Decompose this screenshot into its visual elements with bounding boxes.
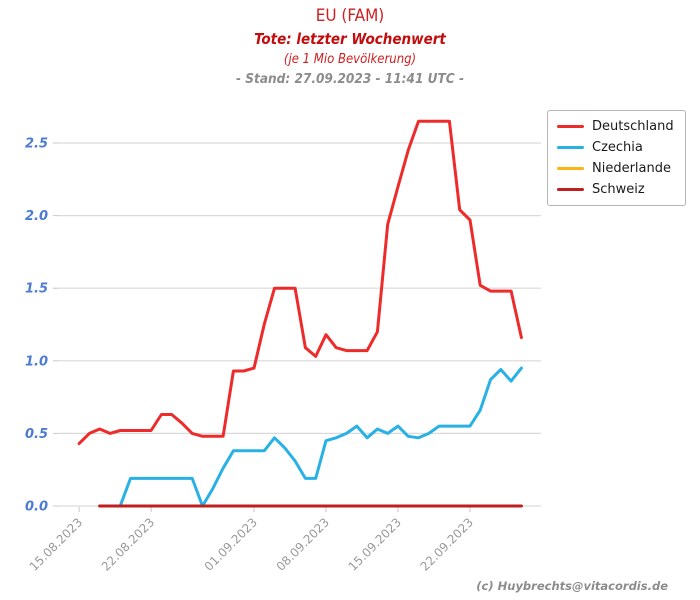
legend-label: Czechia xyxy=(592,140,643,155)
y-tick-label: 0.5 xyxy=(25,427,48,442)
chart-stand-timestamp: - Stand: 27.09.2023 - 11:41 UTC - xyxy=(236,71,464,87)
legend-item-deutschland: Deutschland xyxy=(557,119,674,134)
credit-watermark: (c) Huybrechts@vitacordis.de xyxy=(476,579,668,593)
legend-item-schweiz: Schweiz xyxy=(557,182,674,197)
legend-item-czechia: Czechia xyxy=(557,140,674,155)
legend-swatch-niederlande xyxy=(557,167,584,170)
chart-subtitle: Tote: letzter Wochenwert xyxy=(254,30,446,48)
x-tick-label: 01.09.2023 xyxy=(202,515,260,573)
x-tick-label: 15.08.2023 xyxy=(27,515,85,573)
y-tick-label: 2.5 xyxy=(25,137,48,152)
legend-item-niederlande: Niederlande xyxy=(557,161,674,176)
legend-swatch-czechia xyxy=(557,146,584,149)
y-tick-label: 0.0 xyxy=(25,500,48,515)
page-title: EU (FAM) xyxy=(315,6,385,26)
legend-label: Schweiz xyxy=(592,182,645,197)
legend-label: Deutschland xyxy=(592,119,674,134)
series-line-czechia xyxy=(98,366,523,508)
chart-legend: Deutschland Czechia Niederlande Schweiz xyxy=(547,110,686,206)
x-tick-label: 22.08.2023 xyxy=(99,515,157,573)
y-tick-label: 1.5 xyxy=(25,282,48,297)
x-tick-label: 22.09.2023 xyxy=(418,515,476,573)
x-tick-label: 08.09.2023 xyxy=(274,515,332,573)
x-tick-label: 15.09.2023 xyxy=(346,515,404,573)
y-tick-label: 2.0 xyxy=(25,209,48,224)
legend-swatch-deutschland xyxy=(557,125,584,128)
chart-unit-note: (je 1 Mio Bevölkerung) xyxy=(283,52,417,67)
y-tick-label: 1.0 xyxy=(25,354,48,369)
chart-header: EU (FAM) Tote: letzter Wochenwert (je 1 … xyxy=(0,6,700,87)
legend-swatch-schweiz xyxy=(557,188,584,191)
series-line-deutschland xyxy=(77,119,523,446)
legend-label: Niederlande xyxy=(592,161,671,176)
